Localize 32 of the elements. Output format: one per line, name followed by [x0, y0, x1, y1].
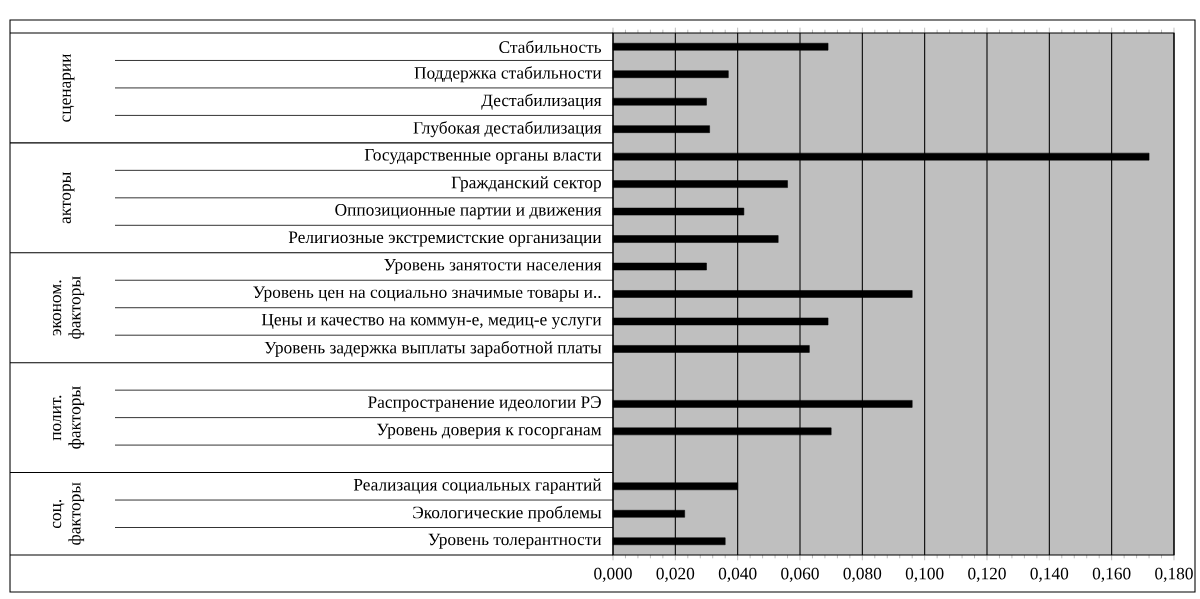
x-tick-label: 0,020: [656, 567, 695, 582]
text: эконом. факторы: [52, 276, 85, 339]
text: соц. факторы: [52, 482, 85, 545]
text: сценарии: [62, 53, 75, 122]
x-tick-label: 0,060: [781, 567, 819, 582]
x-tick-label: 0,180: [1155, 567, 1193, 582]
x-tick-label: 0,000: [594, 567, 632, 582]
y-tick-label: Поддержка стабильности: [414, 66, 602, 83]
x-tick-label: 0,080: [843, 567, 882, 582]
y-tick-label: Распространение идеологии РЭ: [368, 396, 601, 412]
y-tick-label: Уровень доверия к госорганам: [376, 423, 602, 439]
x-tick-label: 0,100: [905, 567, 944, 582]
y-tick-label: Уровень задержка выплаты заработной платы: [264, 340, 602, 357]
y-tick-label: Уровень занятости населения: [384, 259, 602, 275]
y-tick-label: Государственные органы власти: [364, 149, 602, 165]
y-tick-label: Экологические проблемы: [413, 505, 602, 522]
y-tick-label: Стабильность: [499, 40, 602, 54]
y-tick-label: Реализация социальных гарантий: [353, 478, 602, 495]
y-tick-label: Религиозные экстремистские организации: [288, 231, 602, 247]
y-tick-label: Оппозиционные партии и движения: [335, 203, 602, 220]
x-tick-label: 0,140: [1030, 567, 1069, 582]
x-tick-label: 0,120: [968, 567, 1006, 582]
x-tick-label: 0,160: [1092, 567, 1131, 582]
text: полит. факторы: [52, 386, 85, 449]
y-tick-label: Гражданский сектор: [451, 176, 601, 192]
y-tick-label: Глубокая дестабилизация: [413, 121, 602, 138]
y-tick-label: Уровень толерантности: [428, 533, 602, 549]
y-tick-label: Уровень цен на социально значимые товары и..: [253, 286, 601, 302]
y-tick-label: Цены и качество на коммун-е, медиц-е услуги: [261, 313, 602, 330]
y-tick-label: Дестабилизация: [481, 93, 602, 110]
x-tick-label: 0,040: [718, 567, 757, 582]
text: акторы: [62, 172, 75, 224]
